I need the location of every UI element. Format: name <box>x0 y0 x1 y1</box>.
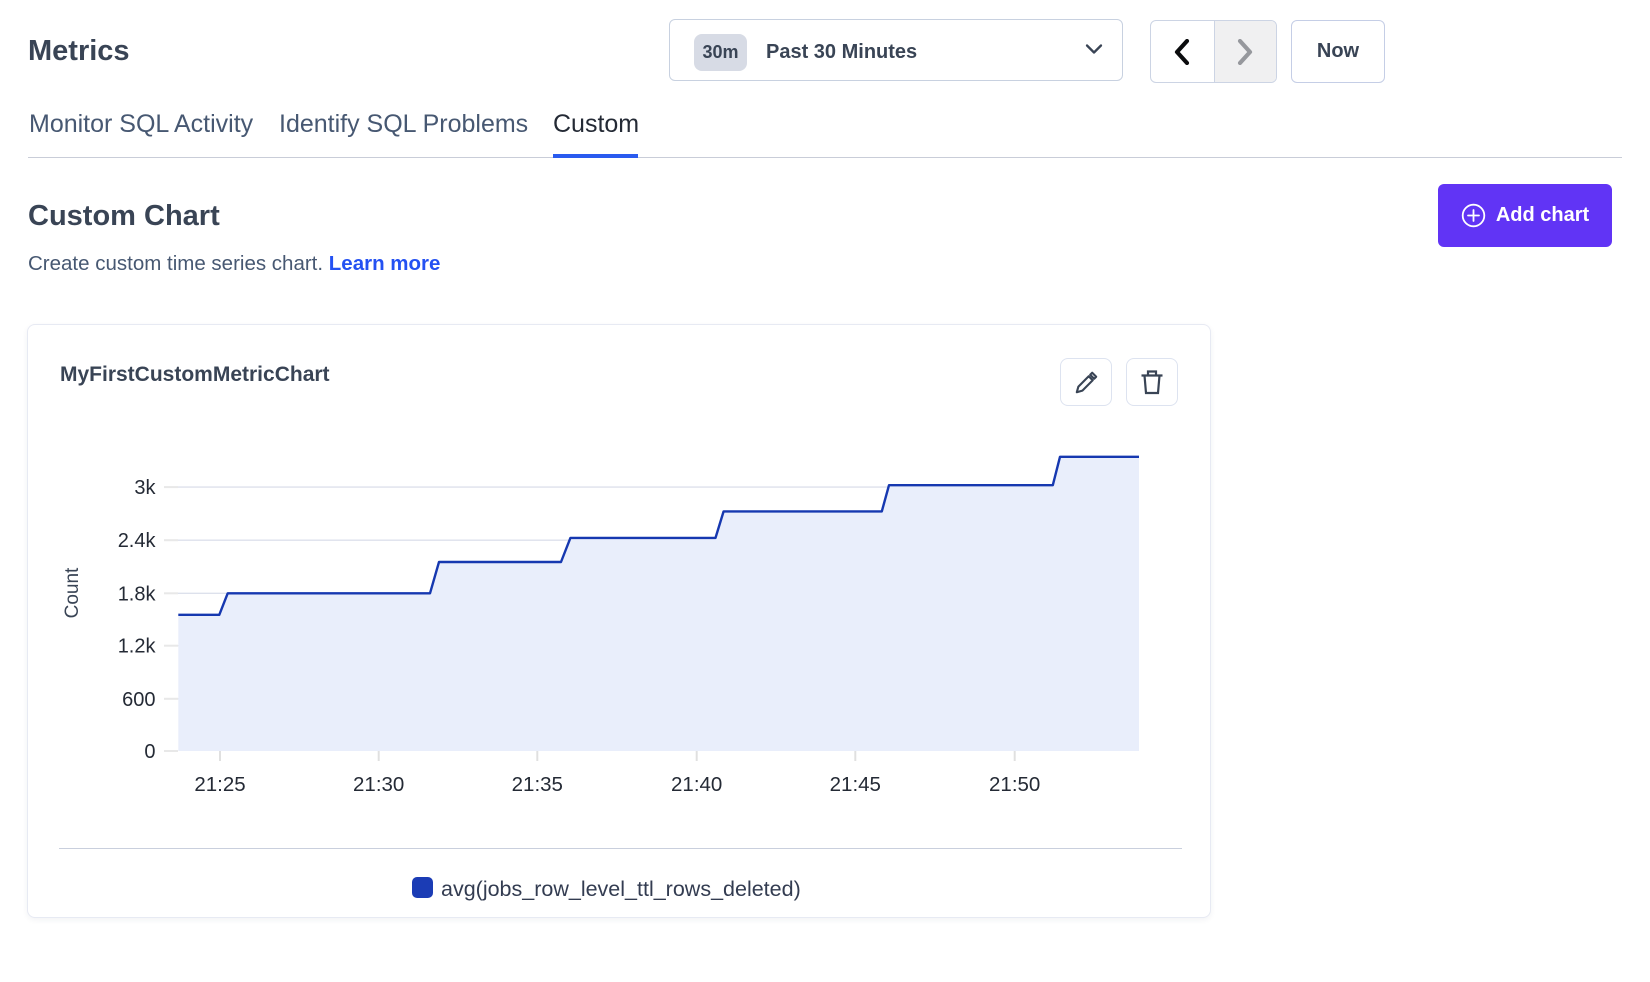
svg-text:Count: Count <box>62 567 83 618</box>
svg-text:2.4k: 2.4k <box>118 530 157 552</box>
svg-text:21:35: 21:35 <box>512 773 563 796</box>
svg-text:1.8k: 1.8k <box>118 583 157 605</box>
svg-text:21:45: 21:45 <box>830 773 881 796</box>
svg-text:21:30: 21:30 <box>353 773 404 796</box>
svg-text:600: 600 <box>122 689 155 711</box>
svg-text:21:25: 21:25 <box>194 773 245 796</box>
svg-text:3k: 3k <box>134 477 156 499</box>
svg-text:1.2k: 1.2k <box>118 636 157 658</box>
svg-text:21:40: 21:40 <box>671 773 722 796</box>
svg-text:0: 0 <box>144 741 155 763</box>
svg-text:21:50: 21:50 <box>989 773 1040 796</box>
